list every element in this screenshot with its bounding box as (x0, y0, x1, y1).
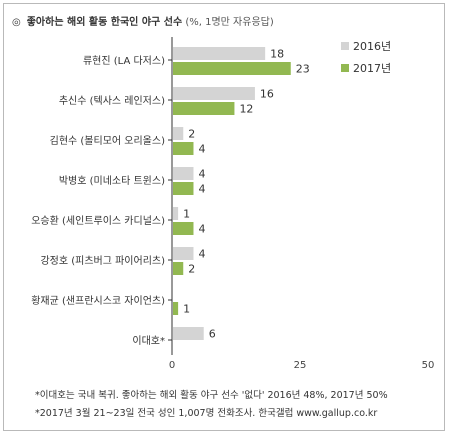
bar-2017 (173, 222, 193, 235)
bar-2016 (173, 247, 193, 260)
category-label: 류현진 (LA 다저스) (83, 55, 165, 67)
footnote-1: *이대호는 국내 복귀. 좋아하는 해외 활동 야구 선수 '없다' 2016년… (35, 387, 388, 401)
bar-2016 (173, 127, 183, 140)
x-tick-label: 50 (422, 360, 435, 371)
data-label: 18 (270, 48, 284, 61)
data-label: 2 (188, 263, 195, 276)
data-label: 1 (183, 208, 190, 221)
data-label: 4 (198, 168, 205, 181)
bar-2017 (173, 262, 183, 275)
x-tick-label: 25 (294, 360, 307, 371)
data-label: 4 (198, 143, 205, 156)
data-label: 6 (209, 328, 216, 341)
data-label: 4 (198, 223, 205, 236)
legend-swatch-2017 (341, 64, 349, 72)
data-label: 1 (183, 303, 190, 316)
footnote-2: *2017년 3월 21~23일 전국 성인 1,007명 전화조사. 한국갤럽… (35, 405, 377, 419)
bar-2016 (173, 207, 178, 220)
category-label: 황재균 (샌프란시스코 자이언츠) (31, 295, 165, 307)
bar-2017 (173, 302, 178, 315)
bar-2017 (173, 182, 193, 195)
data-label: 23 (296, 63, 310, 76)
data-label: 2 (188, 128, 195, 141)
bar-2017 (173, 142, 193, 155)
category-label: 오승환 (세인트루이스 카디널스) (31, 215, 165, 227)
data-label: 4 (198, 248, 205, 261)
data-label: 16 (260, 88, 274, 101)
bar-2017 (173, 102, 234, 115)
bar-2016 (173, 167, 193, 180)
bar-2016 (173, 87, 255, 100)
legend-swatch-2016 (341, 42, 349, 50)
data-label: 12 (239, 103, 253, 116)
bar-2016 (173, 327, 204, 340)
category-label: 강정호 (피츠버그 파이어리츠) (40, 255, 165, 267)
legend-label: 2017년 (353, 62, 391, 75)
category-label: 김현수 (볼티모어 오리올스) (50, 135, 165, 147)
x-tick-label: 0 (169, 360, 175, 371)
legend-label: 2016년 (353, 40, 391, 53)
data-label: 4 (198, 183, 205, 196)
category-label: 이대호* (132, 335, 165, 347)
category-label: 추신수 (텍사스 레인저스) (59, 95, 165, 107)
bar-2017 (173, 62, 291, 75)
bar-2016 (173, 47, 265, 60)
category-label: 박병호 (미네소타 트윈스) (59, 175, 165, 187)
